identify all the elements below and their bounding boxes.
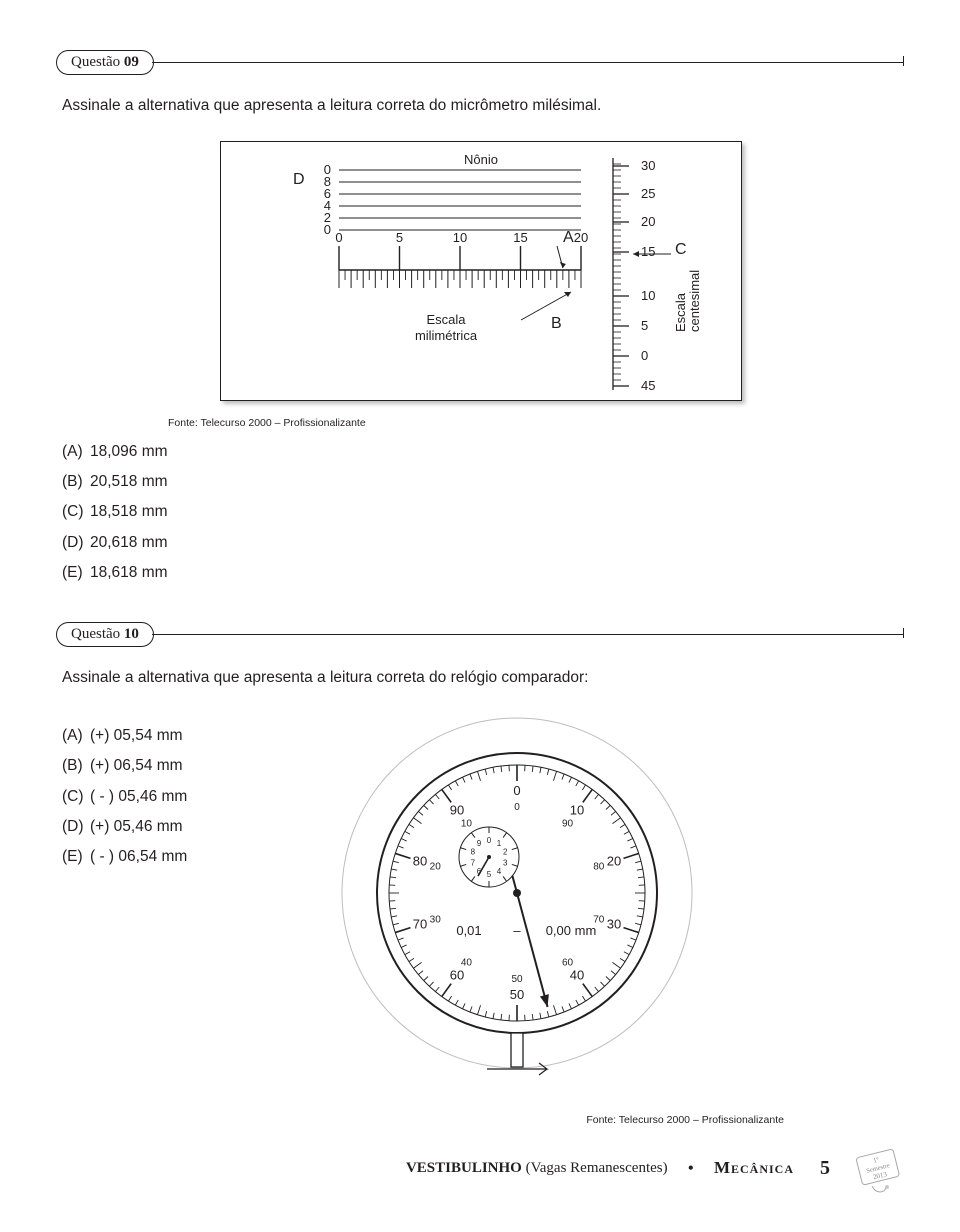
q09-source: Fonte: Telecurso 2000 – Profissionalizan…: [168, 417, 366, 429]
q09-label-word: Questão: [71, 54, 120, 70]
svg-text:10: 10: [461, 819, 473, 830]
svg-text:0: 0: [487, 836, 492, 845]
svg-text:20: 20: [574, 230, 588, 245]
svg-text:30: 30: [641, 158, 655, 173]
svg-text:15: 15: [513, 230, 527, 245]
svg-text:50: 50: [511, 974, 523, 985]
svg-text:20: 20: [641, 214, 655, 229]
svg-text:30: 30: [430, 915, 442, 926]
svg-text:30: 30: [607, 917, 621, 932]
svg-text:0: 0: [514, 802, 520, 813]
q10-label-num: 10: [124, 626, 139, 642]
svg-text:B: B: [551, 315, 562, 332]
svg-text:C: C: [675, 241, 687, 258]
svg-text:3: 3: [503, 858, 508, 867]
svg-text:25: 25: [641, 186, 655, 201]
q09-prompt: Assinale a alternativa que apresenta a l…: [62, 97, 904, 115]
q09-pill: Questão 09: [56, 50, 154, 75]
svg-text:50: 50: [510, 987, 524, 1002]
svg-text:10: 10: [453, 230, 467, 245]
svg-text:5: 5: [641, 318, 648, 333]
svg-text:Nônio: Nônio: [464, 152, 498, 167]
answer-option-E[interactable]: (E)18,618 mm: [62, 558, 904, 588]
svg-text:40: 40: [461, 958, 473, 969]
answer-option-B[interactable]: (B)(+) 06,54 mm: [62, 751, 282, 781]
footer-stamp: 1º Semestre 2013: [852, 1142, 904, 1194]
footer-vest-paren: (Vagas Remanescentes): [526, 1160, 668, 1176]
svg-text:80: 80: [413, 854, 427, 869]
answer-option-C[interactable]: (C)18,518 mm: [62, 497, 904, 527]
answer-option-D[interactable]: (D)20,618 mm: [62, 528, 904, 558]
svg-text:70: 70: [413, 917, 427, 932]
svg-text:milimétrica: milimétrica: [415, 328, 478, 343]
q09-tick: [903, 56, 904, 66]
answer-option-A[interactable]: (A)(+) 05,54 mm: [62, 721, 282, 751]
q09-figure-frame: 086420DNônio05101520AEscalamilimétricaB3…: [220, 141, 740, 401]
svg-text:7: 7: [471, 858, 476, 867]
q09-header: Questão 09: [56, 50, 904, 75]
q10-rule: [152, 634, 903, 635]
q10-source: Fonte: Telecurso 2000 – Profissionalizan…: [56, 1114, 784, 1126]
svg-text:0,01: 0,01: [456, 923, 481, 938]
svg-text:A: A: [563, 229, 574, 246]
svg-text:9: 9: [477, 839, 482, 848]
micrometer-diagram: 086420DNônio05101520AEscalamilimétricaB3…: [221, 142, 741, 400]
svg-text:4: 4: [497, 867, 502, 876]
q10-pill: Questão 10: [56, 622, 154, 647]
svg-text:90: 90: [562, 819, 574, 830]
svg-text:0: 0: [324, 222, 331, 237]
q09-figure-box: 086420DNônio05101520AEscalamilimétricaB3…: [220, 141, 742, 401]
q10-header: Questão 10: [56, 622, 904, 647]
svg-text:Escala: Escala: [426, 312, 466, 327]
svg-text:20: 20: [607, 854, 621, 869]
svg-text:20: 20: [430, 862, 442, 873]
svg-text:60: 60: [450, 968, 464, 983]
svg-text:2: 2: [503, 848, 508, 857]
answer-option-D[interactable]: (D)(+) 05,46 mm: [62, 812, 282, 842]
stamp-icon: 1º Semestre 2013: [852, 1142, 904, 1194]
svg-text:0: 0: [335, 230, 342, 245]
svg-text:10: 10: [641, 288, 655, 303]
q09-rule: [152, 62, 903, 63]
svg-text:10: 10: [570, 803, 584, 818]
svg-text:centesimal: centesimal: [687, 270, 702, 332]
svg-text:90: 90: [450, 803, 464, 818]
q10-prompt: Assinale a alternativa que apresenta a l…: [62, 669, 904, 687]
q10-tick: [903, 628, 904, 638]
svg-text:–: –: [513, 923, 521, 938]
svg-text:0,00 mm: 0,00 mm: [546, 923, 597, 938]
footer-vest-word: VESTIBULINHO: [406, 1160, 522, 1176]
answer-option-A[interactable]: (A)18,096 mm: [62, 437, 904, 467]
svg-text:5: 5: [396, 230, 403, 245]
q10-label-word: Questão: [71, 626, 120, 642]
q09-answers: (A)18,096 mm(B)20,518 mm(C)18,518 mm(D)2…: [62, 437, 904, 588]
svg-text:45: 45: [641, 378, 655, 393]
svg-text:0: 0: [513, 783, 520, 798]
footer-vest: VESTIBULINHO (Vagas Remanescentes): [406, 1160, 668, 1177]
answer-option-B[interactable]: (B)20,518 mm: [62, 467, 904, 497]
svg-text:0: 0: [641, 348, 648, 363]
svg-text:80: 80: [593, 862, 605, 873]
answer-option-C[interactable]: (C)( - ) 05,46 mm: [62, 782, 282, 812]
svg-text:8: 8: [471, 848, 476, 857]
q10-answers: (A)(+) 05,54 mm(B)(+) 06,54 mm(C)( - ) 0…: [62, 721, 282, 872]
svg-text:60: 60: [562, 958, 574, 969]
footer-bullet: •: [688, 1158, 694, 1179]
svg-text:15: 15: [641, 244, 655, 259]
svg-text:5: 5: [487, 870, 492, 879]
page-footer: VESTIBULINHO (Vagas Remanescentes) • Mec…: [56, 1142, 904, 1194]
svg-text:Escala: Escala: [673, 292, 688, 332]
svg-text:1: 1: [497, 839, 502, 848]
svg-text:40: 40: [570, 968, 584, 983]
q09-label-num: 09: [124, 54, 139, 70]
footer-course: Mecânica: [714, 1158, 794, 1178]
dial-comparator-diagram: 0102030405060708090090807060504030201001…: [322, 713, 712, 1103]
answer-option-E[interactable]: (E)( - ) 06,54 mm: [62, 842, 282, 872]
svg-text:D: D: [293, 171, 305, 188]
footer-page-number: 5: [820, 1157, 830, 1180]
